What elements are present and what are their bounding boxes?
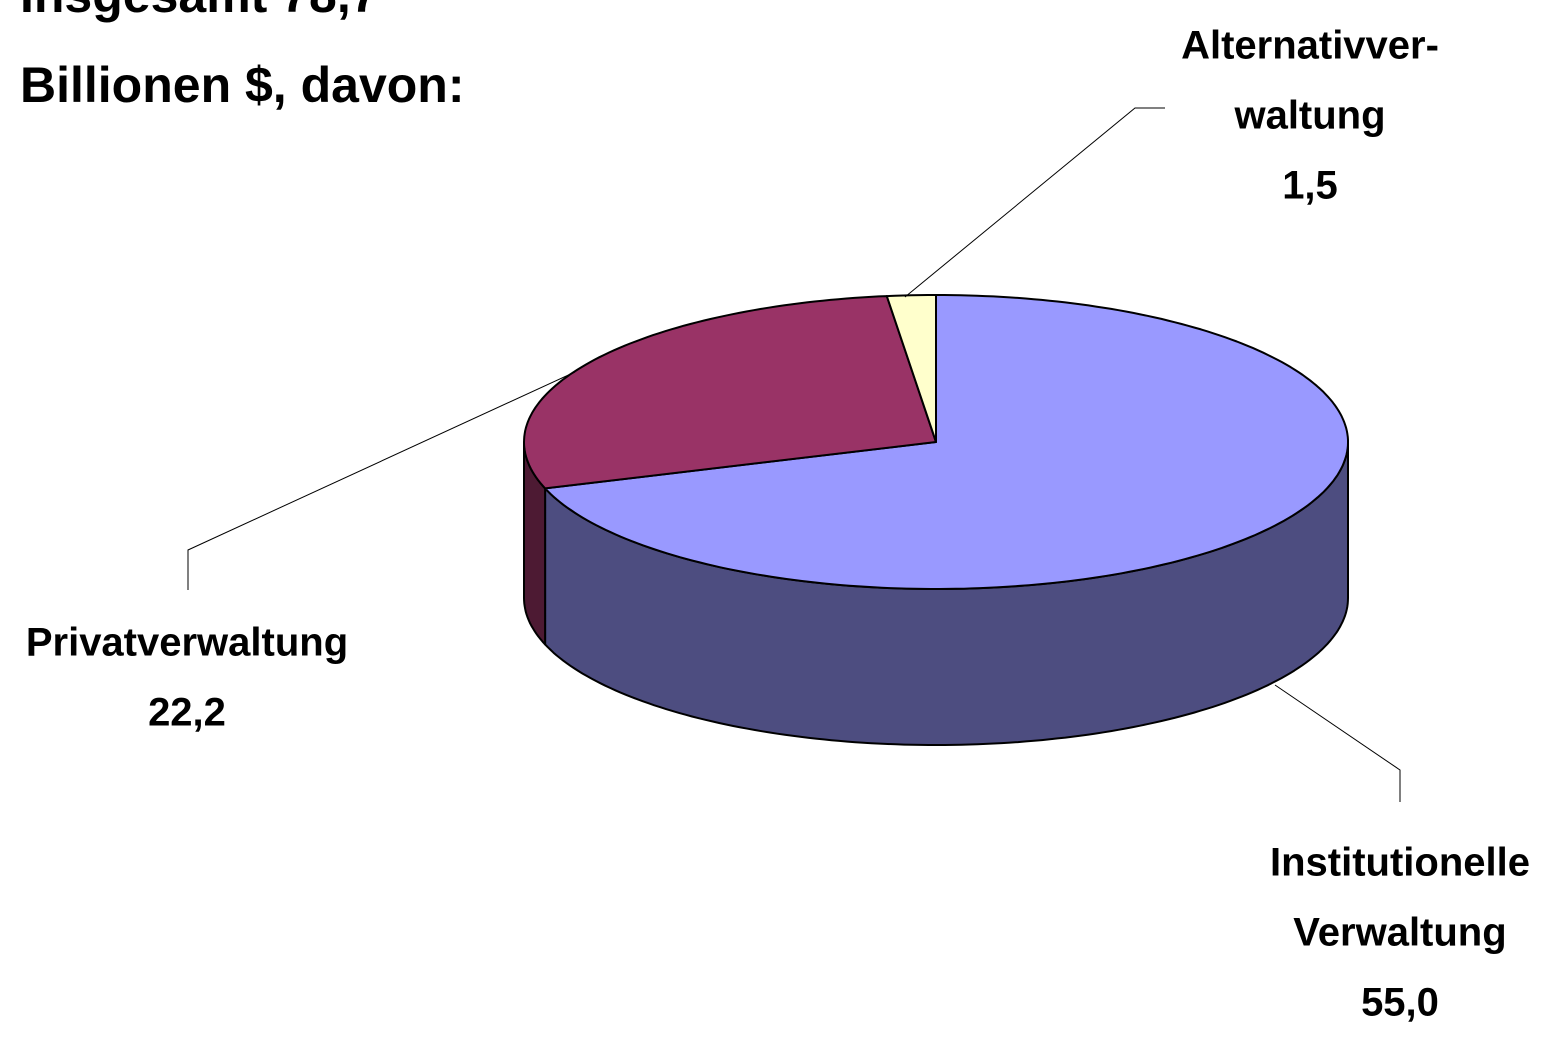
chart-title: Billionen $, davon: [20, 57, 464, 113]
value-label: 55,0 [1361, 981, 1439, 1025]
slice-label: Verwaltung [1293, 911, 1506, 955]
slice-label: Institutionelle [1270, 841, 1530, 885]
pie-slice [523, 295, 937, 490]
leader-line [904, 107, 1165, 298]
value-label: 22,2 [148, 691, 226, 735]
leader-line [187, 371, 576, 590]
chart-title: Insgesamt 78,7 [20, 0, 379, 23]
slice-label: Privatverwaltung [26, 621, 348, 665]
value-label: 1,5 [1282, 164, 1338, 208]
pie-slice [885, 294, 937, 443]
pie-slice [544, 294, 1349, 590]
leader-lines [187, 107, 1401, 802]
slice-label: Alternativver- [1181, 24, 1439, 68]
leader-line [1274, 684, 1401, 802]
slice-label: waltung [1233, 94, 1385, 138]
